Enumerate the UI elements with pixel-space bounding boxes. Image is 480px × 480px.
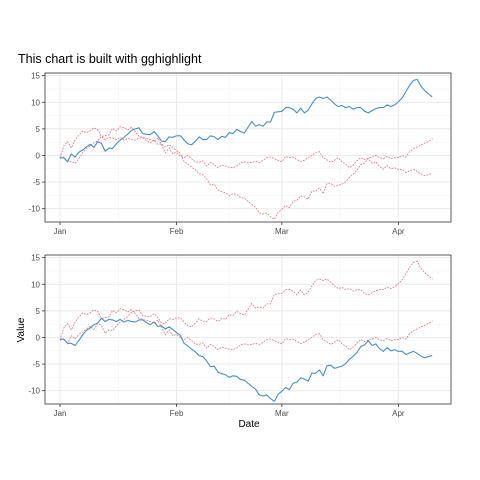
- x-tick-label: Apr: [392, 409, 405, 418]
- y-tick-label: 5: [36, 125, 41, 134]
- y-tick-label: -5: [33, 178, 41, 187]
- series-line-muted-C: [59, 308, 433, 351]
- chart-title: This chart is built with gghighlight: [18, 52, 202, 66]
- panel-bottom: -10 -5 0 5 10 15 Jan Feb Mar Apr: [28, 254, 452, 418]
- x-tick-label: Jan: [54, 409, 67, 418]
- y-tick-label: -10: [28, 205, 40, 214]
- y-tick-label: -10: [28, 387, 40, 396]
- y-tick-label: -5: [33, 360, 41, 369]
- y-axis-title: Value: [16, 317, 27, 342]
- y-tick-label: 10: [31, 98, 40, 107]
- x-tick-label: Mar: [275, 227, 289, 236]
- y-tick-label: 0: [36, 151, 41, 160]
- series-line-muted-A: [59, 260, 433, 345]
- x-tick-label: Feb: [170, 409, 184, 418]
- panel-border: [44, 72, 452, 223]
- series-line-highlight-B: [60, 317, 433, 402]
- x-axis-title: Date: [238, 419, 260, 430]
- x-tick-label: Jan: [54, 227, 67, 236]
- series-line-muted-B: [59, 135, 433, 221]
- x-tick-label: Feb: [170, 227, 184, 236]
- x-tick-label: Apr: [392, 227, 405, 236]
- series-line-muted-C: [59, 126, 433, 169]
- panel-top: -10 -5 0 5 10 15 Jan Feb Mar Apr: [28, 72, 452, 236]
- y-tick-label: 5: [36, 307, 41, 316]
- x-tick-label: Mar: [275, 409, 289, 418]
- y-tick-label: 15: [31, 254, 40, 263]
- panel-border: [44, 254, 452, 405]
- y-tick-label: 0: [36, 333, 41, 342]
- y-tick-label: 15: [31, 72, 40, 81]
- series-line-highlight-A: [59, 78, 433, 163]
- y-tick-label: 10: [31, 280, 40, 289]
